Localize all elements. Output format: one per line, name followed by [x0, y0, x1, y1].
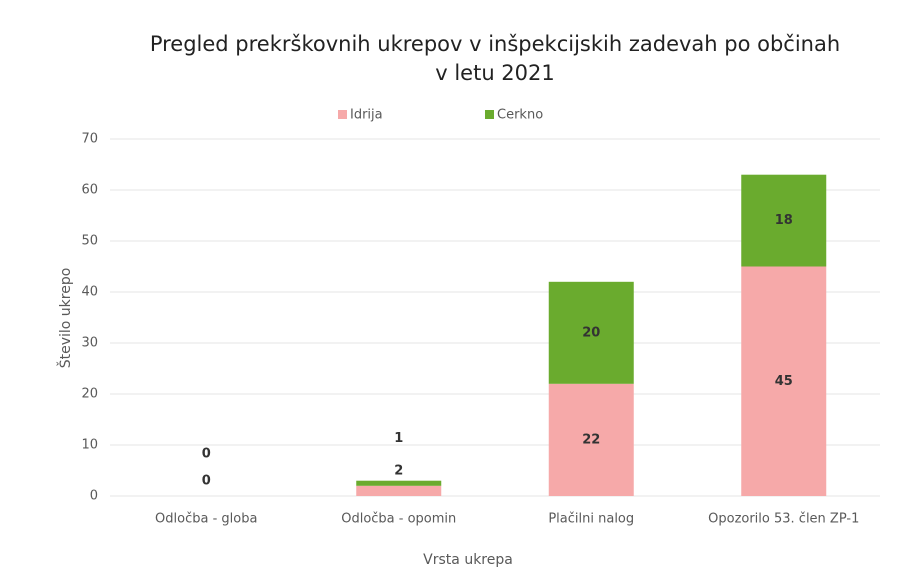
- x-tick-label: Odločba - opomin: [341, 512, 456, 527]
- x-tick-label: Opozorilo 53. člen ZP-1: [708, 512, 859, 527]
- x-tick-label: Plačilni nalog: [548, 512, 634, 527]
- chart-title: Pregled prekrškovnih ukrepov v inšpekcij…: [149, 32, 841, 85]
- data-label: 22: [582, 432, 600, 447]
- y-tick-label: 0: [90, 489, 98, 504]
- legend-label: Idrija: [350, 108, 383, 123]
- data-label: 2: [394, 463, 403, 478]
- legend-swatch: [485, 110, 494, 119]
- y-tick-label: 50: [81, 234, 98, 249]
- y-axis-label: Število ukrepo: [56, 268, 74, 369]
- bar-segment: [548, 383, 634, 496]
- x-tick-label: Odločba - globa: [155, 512, 257, 527]
- data-label: 45: [775, 374, 793, 389]
- y-tick-label: 20: [81, 387, 98, 402]
- x-axis-label: Vrsta ukrepa: [423, 552, 513, 568]
- y-tick-label: 10: [81, 438, 98, 453]
- bar-segment: [741, 174, 827, 267]
- bar-segment: [356, 485, 442, 496]
- data-label: 1: [394, 431, 403, 446]
- y-tick-label: 40: [81, 285, 98, 300]
- legend-swatch: [338, 110, 347, 119]
- data-label: 20: [582, 325, 600, 340]
- legend-label: Cerkno: [497, 108, 543, 123]
- bar-segment: [548, 281, 634, 384]
- data-label: 0: [202, 474, 211, 489]
- y-tick-label: 70: [81, 132, 98, 147]
- data-label: 18: [775, 213, 793, 228]
- data-label: 0: [202, 447, 211, 462]
- y-tick-label: 60: [81, 183, 98, 198]
- y-tick-label: 30: [81, 336, 98, 351]
- bar-segment: [356, 480, 442, 486]
- bar-segment: [741, 266, 827, 496]
